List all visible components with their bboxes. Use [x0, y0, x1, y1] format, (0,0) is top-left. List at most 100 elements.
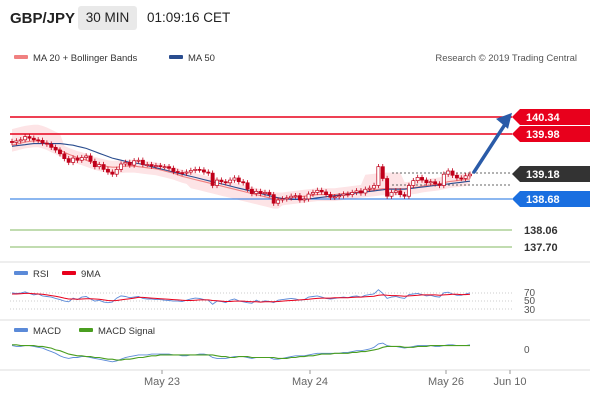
candle-body: [402, 194, 407, 197]
candle-body: [363, 188, 368, 194]
candle-body: [92, 160, 97, 168]
candle: [162, 164, 167, 170]
svg-text:139.18: 139.18: [526, 169, 560, 181]
candle-body: [276, 199, 281, 204]
candle-body: [254, 191, 259, 194]
candle-body: [106, 169, 110, 173]
candle-body: [188, 170, 193, 173]
rsi-legend-label: RSI: [33, 269, 49, 280]
candle: [175, 168, 180, 176]
candle-body: [153, 165, 158, 167]
candle: [14, 138, 19, 146]
candle-body: [136, 159, 141, 162]
candle: [359, 188, 363, 196]
date-label-may-26: May 26: [428, 376, 464, 388]
candle-body: [79, 157, 84, 161]
candle-body: [219, 179, 224, 183]
candle: [215, 177, 219, 189]
rsi-tick-30: 30: [524, 305, 536, 316]
candle-body: [302, 198, 307, 201]
candle-body: [44, 142, 49, 145]
rsi-ma-legend-label: 9MA: [81, 269, 101, 280]
candle: [132, 158, 137, 168]
candle: [463, 173, 468, 182]
candle-body: [215, 179, 219, 186]
candle: [276, 197, 281, 206]
rsi-ma-legend-swatch: [62, 271, 76, 275]
candle: [402, 191, 407, 199]
ma50-legend-swatch: [169, 55, 183, 59]
candle-body: [66, 158, 71, 163]
ma20-legend-swatch: [14, 55, 28, 59]
candle: [97, 161, 102, 170]
candle: [210, 170, 215, 189]
macd-signal-legend-label: MACD Signal: [98, 326, 155, 337]
candle-body: [463, 175, 468, 179]
candle-body: [58, 149, 62, 155]
candle-body: [158, 165, 163, 168]
candle-body: [145, 164, 150, 166]
candle-body: [306, 193, 311, 200]
candle: [66, 155, 71, 166]
candle: [158, 162, 163, 170]
candle: [350, 189, 355, 198]
candle: [79, 154, 84, 163]
candle: [446, 168, 451, 177]
svg-text:140.34: 140.34: [526, 112, 561, 124]
candle: [428, 179, 433, 186]
rsi-lines: [11, 289, 471, 305]
candle-body: [232, 177, 237, 181]
candle-body: [62, 153, 67, 159]
candle: [380, 164, 385, 182]
candle: [201, 167, 206, 175]
candle-body: [289, 195, 294, 199]
candle: [206, 169, 211, 176]
candle-body: [140, 159, 145, 165]
candle: [249, 186, 254, 197]
macd-tick-0: 0: [524, 345, 530, 356]
candle-body: [263, 192, 267, 194]
candle: [411, 177, 416, 189]
candle-body: [14, 140, 19, 143]
candle-body: [206, 171, 211, 174]
candle: [354, 188, 359, 196]
candle-body: [258, 191, 263, 194]
candle: [106, 166, 110, 175]
support-2-label: 138.06: [524, 225, 558, 237]
candle-body: [324, 191, 329, 195]
candle-body: [53, 146, 58, 151]
rsi-tick-70: 70: [524, 288, 536, 299]
candle-body: [293, 195, 298, 198]
candle-body: [389, 192, 394, 197]
candle: [140, 157, 145, 168]
candle: [319, 187, 324, 195]
candle: [188, 167, 193, 175]
candle-body: [101, 164, 106, 170]
candle-body: [350, 192, 355, 195]
candle-body: [311, 192, 315, 195]
candle-body: [18, 139, 23, 142]
candle-body: [236, 177, 241, 183]
candle: [145, 161, 150, 168]
date-label-may-23: May 23: [144, 376, 180, 388]
ma20-legend-label: MA 20 + Bollinger Bands: [33, 53, 138, 64]
candle-body: [167, 166, 171, 169]
timeframe-selector[interactable]: 30 MIN: [78, 6, 137, 30]
candle-body: [332, 196, 337, 199]
resistance-2-label: 140.34: [512, 109, 590, 125]
candle: [245, 180, 250, 192]
candle: [114, 166, 119, 177]
macd-line: [11, 342, 471, 363]
bollinger-band: [12, 124, 470, 209]
candle-body: [297, 195, 302, 201]
candle-body: [123, 162, 128, 165]
current-price-label: 139.18: [512, 166, 590, 182]
candle: [341, 191, 346, 199]
candle-body: [468, 173, 472, 177]
candle: [433, 179, 438, 187]
candle-body: [175, 171, 180, 173]
candle-body: [428, 181, 433, 184]
candle: [36, 137, 41, 144]
candle-body: [97, 164, 102, 168]
